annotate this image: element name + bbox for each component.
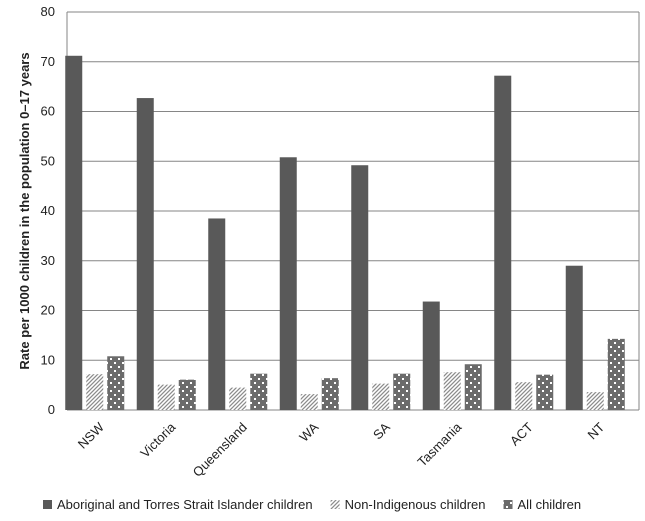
y-tick-label: 80 [41, 4, 55, 19]
bar-checker [393, 373, 411, 410]
legend-swatch [330, 500, 340, 509]
x-tick-label: ACT [507, 419, 536, 448]
legend: Aboriginal and Torres Strait Islander ch… [43, 497, 581, 512]
x-tick-label: Tasmania [414, 419, 464, 469]
bar-solid [136, 98, 154, 410]
x-tick-label: Victoria [137, 419, 179, 461]
y-tick-label: 10 [41, 352, 55, 367]
bar-solid [208, 218, 226, 410]
bar-solid [494, 75, 512, 411]
bar-checker [250, 373, 268, 410]
bar-diagonal-hatch [586, 392, 604, 410]
x-tick-label: NT [585, 419, 608, 442]
bar-solid [279, 157, 297, 410]
bar-diagonal-hatch [229, 387, 247, 410]
y-tick-label: 60 [41, 104, 55, 119]
bar-checker [107, 356, 125, 410]
x-tick-label: Queensland [190, 420, 250, 480]
legend-swatch [503, 500, 513, 509]
bar-checker [321, 378, 339, 410]
bar-diagonal-hatch [443, 372, 461, 410]
bar-solid [351, 165, 369, 410]
bar-diagonal-hatch [300, 394, 318, 410]
legend-label: Aboriginal and Torres Strait Islander ch… [57, 497, 313, 512]
y-axis-ticks: 0 10 20 30 40 50 60 70 80 [41, 4, 55, 417]
y-tick-label: 70 [41, 54, 55, 69]
bar-diagonal-hatch [157, 384, 175, 410]
y-tick-label: 20 [41, 303, 55, 318]
bar-solid [565, 265, 583, 410]
y-tick-label: 30 [41, 253, 55, 268]
bar-checker [536, 374, 554, 410]
x-tick-label: WA [296, 419, 321, 444]
bar-checker [178, 379, 196, 410]
y-tick-label: 40 [41, 203, 55, 218]
bar-diagonal-hatch [86, 374, 104, 410]
x-tick-label: SA [370, 419, 393, 442]
y-tick-label: 50 [41, 153, 55, 168]
bars [65, 55, 625, 411]
y-axis-title: Rate per 1000 children in the population… [17, 52, 32, 369]
x-tick-label: NSW [75, 419, 108, 452]
bar-checker [464, 364, 482, 410]
bar-diagonal-hatch [372, 383, 390, 410]
bar-solid [65, 55, 83, 410]
bar-diagonal-hatch [515, 382, 533, 410]
bar-checker [607, 338, 625, 410]
bar-solid [422, 301, 440, 410]
y-tick-label: 0 [48, 402, 55, 417]
legend-label: All children [518, 497, 582, 512]
legend-label: Non-Indigenous children [345, 497, 486, 512]
x-axis-labels: NSW Victoria Queensland WA SA Tasmania ACT NT [75, 419, 608, 480]
legend-swatch [43, 500, 52, 509]
